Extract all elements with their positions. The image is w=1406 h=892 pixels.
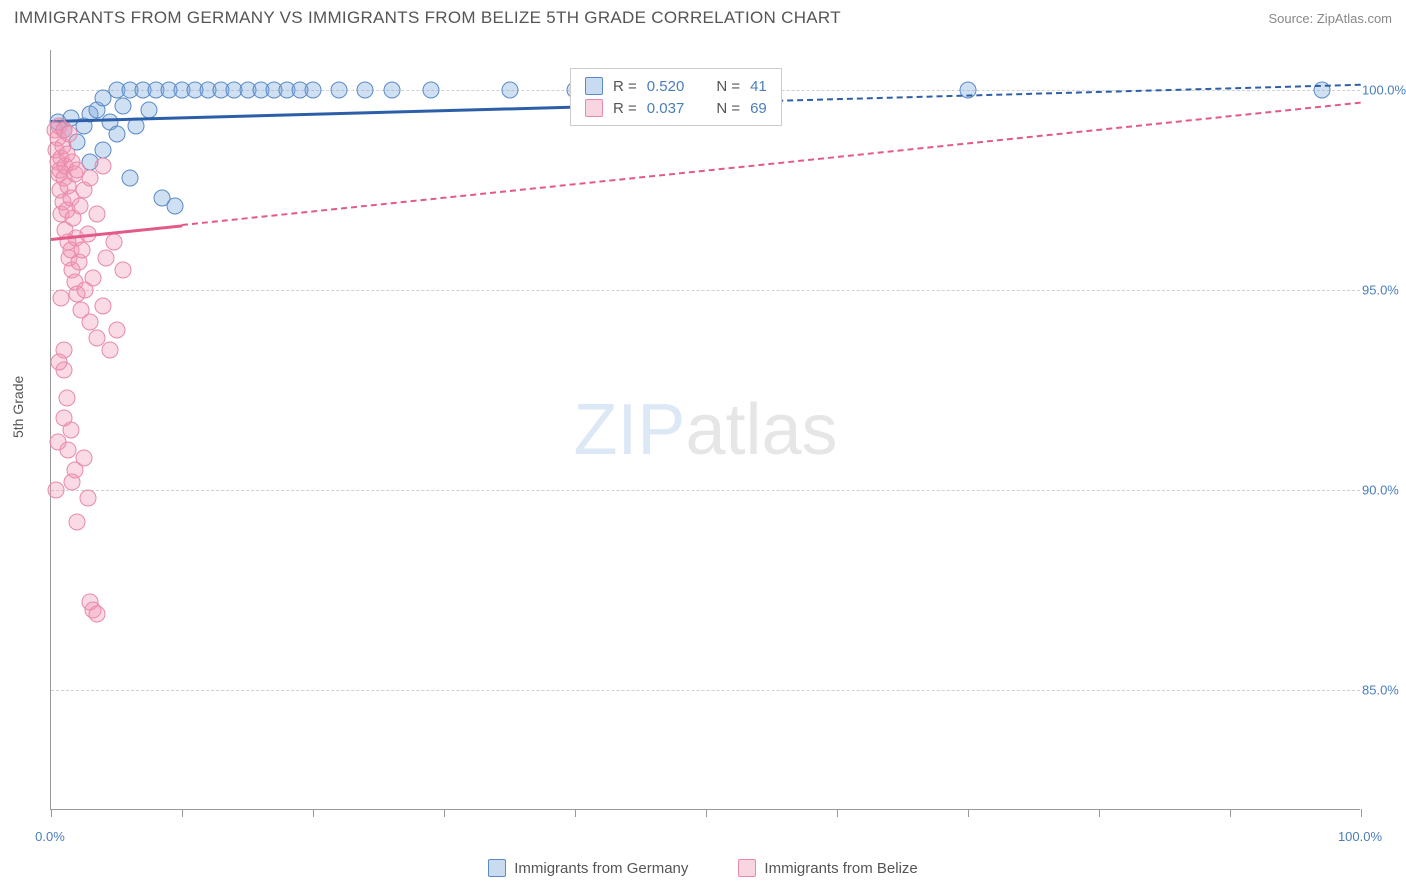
stat-r-label: R =: [613, 100, 637, 117]
data-point: [79, 490, 96, 507]
stats-swatch: [585, 77, 603, 95]
data-point: [98, 250, 115, 267]
y-tick-label: 100.0%: [1362, 83, 1406, 98]
data-point: [167, 198, 184, 215]
data-point: [61, 126, 78, 143]
data-point: [383, 82, 400, 99]
data-point: [95, 298, 112, 315]
x-tick: [837, 809, 838, 817]
data-point: [115, 98, 132, 115]
x-tick: [51, 809, 52, 817]
x-tick-label: 0.0%: [35, 829, 65, 844]
data-point: [71, 198, 88, 215]
x-tick: [706, 809, 707, 817]
stat-r-value: 0.520: [647, 78, 685, 95]
data-point: [105, 234, 122, 251]
stat-n-label: N =: [716, 78, 740, 95]
data-point: [69, 514, 86, 531]
data-point: [50, 354, 67, 371]
data-point: [101, 342, 118, 359]
data-point: [108, 126, 125, 143]
x-tick: [182, 809, 183, 817]
data-point: [501, 82, 518, 99]
x-tick: [1099, 809, 1100, 817]
y-tick-label: 95.0%: [1362, 283, 1406, 298]
data-point: [357, 82, 374, 99]
data-point: [75, 450, 92, 467]
stat-r-label: R =: [613, 78, 637, 95]
x-tick-label: 100.0%: [1338, 829, 1382, 844]
y-tick-label: 90.0%: [1362, 483, 1406, 498]
legend-label: Immigrants from Germany: [514, 860, 688, 877]
data-point: [84, 270, 101, 287]
data-point: [49, 434, 66, 451]
data-point: [108, 322, 125, 339]
data-point: [115, 262, 132, 279]
chart-title: IMMIGRANTS FROM GERMANY VS IMMIGRANTS FR…: [14, 8, 841, 28]
scatter-chart: ZIPatlas 85.0%90.0%95.0%100.0%: [50, 50, 1360, 810]
data-point: [82, 314, 99, 331]
data-point: [121, 170, 138, 187]
watermark: ZIPatlas: [573, 389, 837, 471]
data-point: [53, 290, 70, 307]
data-point: [74, 242, 91, 259]
x-tick: [444, 809, 445, 817]
x-tick: [1230, 809, 1231, 817]
y-axis-label: 5th Grade: [10, 376, 26, 438]
y-tick-label: 85.0%: [1362, 683, 1406, 698]
x-tick: [968, 809, 969, 817]
stats-row: R = 0.520 N = 41: [585, 75, 767, 97]
x-tick: [1361, 809, 1362, 817]
stat-n-label: N =: [716, 100, 740, 117]
data-point: [88, 206, 105, 223]
stats-row: R = 0.037 N = 69: [585, 97, 767, 119]
legend-item-germany: Immigrants from Germany: [488, 859, 688, 877]
legend-item-belize: Immigrants from Belize: [738, 859, 917, 877]
legend-swatch-blue: [488, 859, 506, 877]
stat-n-value: 69: [750, 100, 767, 117]
data-point: [48, 482, 65, 499]
gridline: [51, 490, 1360, 491]
data-point: [82, 170, 99, 187]
data-point: [88, 606, 105, 623]
data-point: [95, 142, 112, 159]
x-tick: [313, 809, 314, 817]
data-point: [331, 82, 348, 99]
gridline: [51, 290, 1360, 291]
legend-swatch-pink: [738, 859, 756, 877]
data-point: [58, 390, 75, 407]
data-point: [56, 410, 73, 427]
data-point: [141, 102, 158, 119]
stat-r-value: 0.037: [647, 100, 685, 117]
data-point: [95, 158, 112, 175]
source-attribution: Source: ZipAtlas.com: [1268, 11, 1392, 26]
statistics-legend: R = 0.520 N = 41 R = 0.037 N = 69: [570, 68, 782, 126]
data-point: [422, 82, 439, 99]
stat-n-value: 41: [750, 78, 767, 95]
legend-label: Immigrants from Belize: [764, 860, 917, 877]
series-legend: Immigrants from Germany Immigrants from …: [0, 859, 1406, 877]
data-point: [63, 474, 80, 491]
trend-line: [51, 105, 588, 122]
gridline: [51, 690, 1360, 691]
stats-swatch: [585, 99, 603, 117]
data-point: [305, 82, 322, 99]
x-tick: [575, 809, 576, 817]
